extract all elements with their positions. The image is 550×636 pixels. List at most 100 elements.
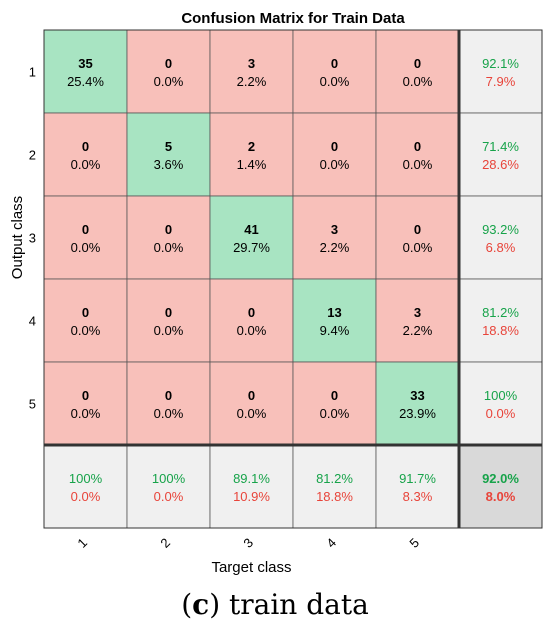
matrix-cell — [292, 29, 377, 114]
cell-percent: 23.9% — [399, 406, 436, 421]
matrix-cell — [126, 361, 211, 446]
matrix-cell — [375, 29, 460, 114]
row-error-percent: 7.9% — [486, 74, 516, 89]
cell-count: 3 — [331, 222, 338, 237]
cell-count: 0 — [165, 56, 172, 71]
row-summary-cell — [458, 112, 543, 197]
matrix-cell — [209, 278, 294, 363]
cell-count: 0 — [82, 388, 89, 403]
column-error-percent: 10.9% — [233, 489, 270, 504]
matrix-cell — [126, 29, 211, 114]
cell-percent: 1.4% — [237, 157, 267, 172]
cell-percent: 0.0% — [71, 323, 101, 338]
matrix-cell — [126, 278, 211, 363]
row-error-percent: 18.8% — [482, 323, 519, 338]
cell-percent: 9.4% — [320, 323, 350, 338]
matrix-cell — [209, 112, 294, 197]
y-tick-label: 4 — [29, 314, 36, 329]
cell-percent: 0.0% — [320, 406, 350, 421]
cell-percent: 0.0% — [71, 157, 101, 172]
matrix-cell — [375, 278, 460, 363]
column-correct-percent: 91.7% — [399, 471, 436, 486]
cell-percent: 0.0% — [320, 74, 350, 89]
cell-count: 0 — [331, 139, 338, 154]
figure-caption: (c) train data — [181, 588, 369, 621]
row-summary-cell — [458, 195, 543, 280]
cell-percent: 0.0% — [320, 157, 350, 172]
row-summary-cell — [458, 278, 543, 363]
overall-accuracy-cell — [458, 444, 543, 529]
cell-percent: 0.0% — [403, 157, 433, 172]
x-tick-label: 2 — [157, 535, 173, 551]
matrix-cell — [43, 29, 128, 114]
column-error-percent: 18.8% — [316, 489, 353, 504]
matrix-cell — [43, 278, 128, 363]
matrix-cell — [292, 112, 377, 197]
cell-count: 0 — [414, 56, 421, 71]
column-error-percent: 0.0% — [71, 489, 101, 504]
matrix-cell — [43, 195, 128, 280]
row-error-percent: 28.6% — [482, 157, 519, 172]
row-error-percent: 0.0% — [486, 406, 516, 421]
matrix-cell — [292, 195, 377, 280]
x-axis-label: Target class — [211, 559, 291, 576]
caption-text: train data — [220, 588, 369, 621]
cell-percent: 0.0% — [403, 240, 433, 255]
column-error-percent: 8.3% — [403, 489, 433, 504]
cell-percent: 0.0% — [154, 240, 184, 255]
matrix-frame — [43, 29, 543, 529]
column-summary-cell — [292, 444, 377, 529]
column-correct-percent: 81.2% — [316, 471, 353, 486]
overall-error-percent: 8.0% — [486, 489, 516, 504]
cell-count: 41 — [244, 222, 258, 237]
matrix-cell — [43, 361, 128, 446]
cell-percent: 25.4% — [67, 74, 104, 89]
cell-percent: 0.0% — [237, 323, 267, 338]
cell-percent: 0.0% — [403, 74, 433, 89]
row-summary-cell — [458, 29, 543, 114]
row-summary-cell — [458, 361, 543, 446]
matrix-cell — [375, 195, 460, 280]
matrix-cell — [375, 361, 460, 446]
x-tick-label: 5 — [406, 535, 422, 551]
x-tick-label: 3 — [240, 535, 256, 551]
column-correct-percent: 100% — [69, 471, 103, 486]
matrix-cell — [375, 112, 460, 197]
cell-percent: 0.0% — [71, 240, 101, 255]
cell-percent: 3.6% — [154, 157, 184, 172]
row-error-percent: 6.8% — [486, 240, 516, 255]
cell-percent: 29.7% — [233, 240, 270, 255]
cell-count: 5 — [165, 139, 172, 154]
row-correct-percent: 81.2% — [482, 305, 519, 320]
x-tick-label: 1 — [74, 535, 90, 551]
cell-percent: 0.0% — [154, 406, 184, 421]
cell-count: 13 — [327, 305, 341, 320]
column-summary-cell — [43, 444, 128, 529]
cell-percent: 0.0% — [237, 406, 267, 421]
cell-count: 2 — [248, 139, 255, 154]
x-tick-label: 4 — [323, 535, 339, 551]
cell-count: 0 — [414, 139, 421, 154]
chart-title: Confusion Matrix for Train Data — [181, 10, 405, 27]
cell-count: 0 — [82, 222, 89, 237]
row-correct-percent: 71.4% — [482, 139, 519, 154]
matrix-cell — [126, 112, 211, 197]
cell-count: 0 — [165, 388, 172, 403]
row-correct-percent: 93.2% — [482, 222, 519, 237]
cell-percent: 2.2% — [237, 74, 267, 89]
matrix-cell — [209, 361, 294, 446]
cell-percent: 0.0% — [71, 406, 101, 421]
cell-count: 0 — [165, 222, 172, 237]
cell-count: 0 — [414, 222, 421, 237]
column-error-percent: 0.0% — [154, 489, 184, 504]
overall-correct-percent: 92.0% — [482, 471, 519, 486]
cell-count: 0 — [331, 388, 338, 403]
cell-percent: 0.0% — [154, 74, 184, 89]
cell-count: 3 — [414, 305, 421, 320]
y-tick-label: 3 — [29, 231, 36, 246]
matrix-cell — [292, 361, 377, 446]
column-correct-percent: 89.1% — [233, 471, 270, 486]
caption-label: c — [192, 588, 210, 621]
cell-count: 0 — [248, 305, 255, 320]
cell-count: 0 — [331, 56, 338, 71]
